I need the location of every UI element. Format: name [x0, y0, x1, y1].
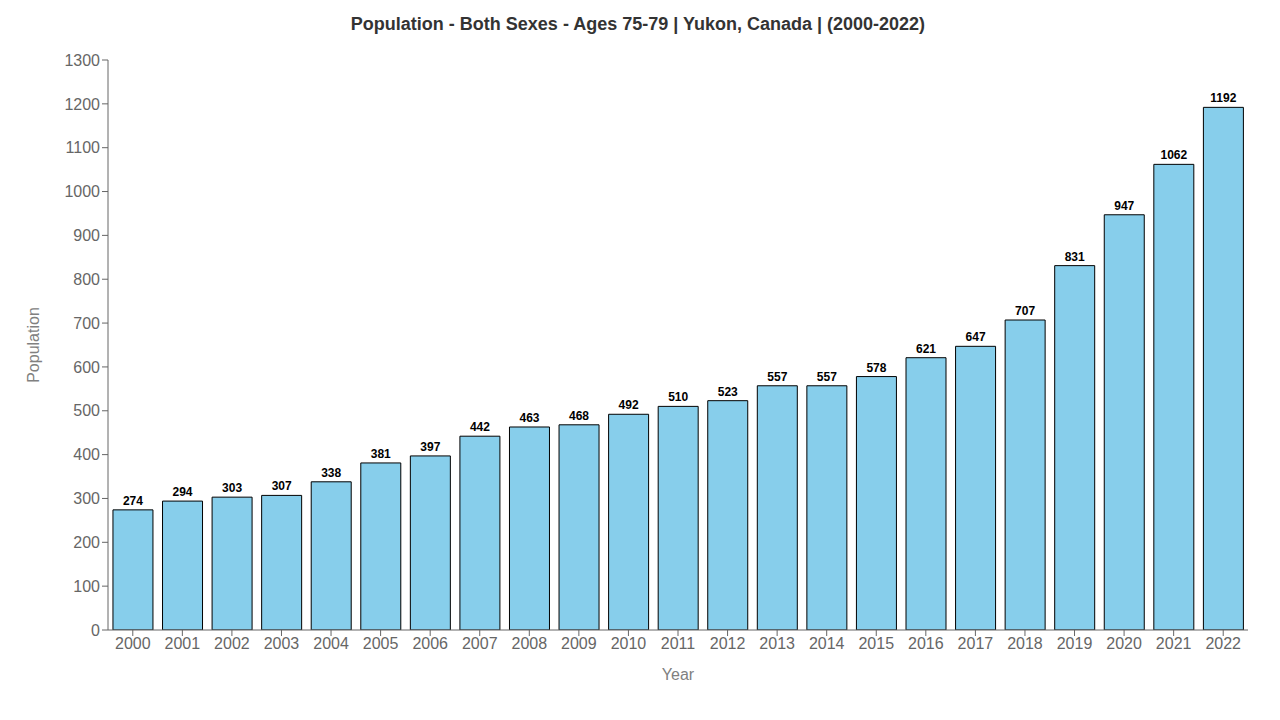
svg-text:468: 468 — [569, 409, 589, 423]
svg-text:2019: 2019 — [1057, 635, 1093, 652]
svg-text:2002: 2002 — [214, 635, 250, 652]
svg-text:800: 800 — [73, 271, 100, 288]
svg-text:338: 338 — [321, 466, 341, 480]
svg-text:2017: 2017 — [958, 635, 994, 652]
svg-text:2000: 2000 — [115, 635, 151, 652]
svg-text:492: 492 — [619, 398, 639, 412]
svg-text:647: 647 — [966, 330, 986, 344]
svg-text:303: 303 — [222, 481, 242, 495]
svg-text:500: 500 — [73, 402, 100, 419]
svg-text:900: 900 — [73, 227, 100, 244]
svg-text:1192: 1192 — [1210, 91, 1236, 105]
svg-text:557: 557 — [817, 370, 837, 384]
svg-text:510: 510 — [668, 390, 688, 404]
svg-text:463: 463 — [519, 411, 539, 425]
svg-text:2014: 2014 — [809, 635, 845, 652]
svg-text:2010: 2010 — [611, 635, 647, 652]
svg-text:1062: 1062 — [1160, 148, 1187, 162]
svg-text:2013: 2013 — [759, 635, 795, 652]
svg-text:2004: 2004 — [313, 635, 349, 652]
svg-text:700: 700 — [73, 315, 100, 332]
svg-text:621: 621 — [916, 342, 936, 356]
svg-text:1300: 1300 — [64, 52, 100, 69]
svg-text:Population: Population — [25, 307, 42, 383]
svg-text:2022: 2022 — [1205, 635, 1241, 652]
svg-text:557: 557 — [767, 370, 787, 384]
svg-text:2008: 2008 — [512, 635, 548, 652]
svg-text:1200: 1200 — [64, 96, 100, 113]
svg-text:2018: 2018 — [1007, 635, 1043, 652]
svg-text:2009: 2009 — [561, 635, 597, 652]
svg-text:2011: 2011 — [661, 635, 696, 652]
svg-text:1100: 1100 — [66, 139, 101, 156]
svg-text:2021: 2021 — [1156, 635, 1192, 652]
svg-text:1000: 1000 — [64, 183, 100, 200]
html-text:Population - Both Sexes - Ages: Population - Both Sexes - Ages 75-79 | Y… — [350, 14, 926, 34]
svg-text:0: 0 — [91, 622, 100, 639]
svg-text:300: 300 — [73, 490, 100, 507]
svg-text:578: 578 — [866, 361, 886, 375]
svg-text:397: 397 — [420, 440, 440, 454]
svg-text:2020: 2020 — [1106, 635, 1142, 652]
svg-text:442: 442 — [470, 420, 490, 434]
svg-text:294: 294 — [173, 485, 193, 499]
svg-text:831: 831 — [1065, 250, 1085, 264]
svg-text:307: 307 — [272, 479, 292, 493]
svg-text:2012: 2012 — [710, 635, 746, 652]
svg-text:2007: 2007 — [462, 635, 498, 652]
svg-text:381: 381 — [371, 447, 391, 461]
svg-text:600: 600 — [73, 359, 100, 376]
svg-text:2015: 2015 — [858, 635, 894, 652]
svg-text:Year: Year — [662, 666, 695, 683]
svg-text:2016: 2016 — [908, 635, 944, 652]
svg-text:707: 707 — [1015, 304, 1035, 318]
svg-text:2003: 2003 — [264, 635, 300, 652]
svg-text:523: 523 — [718, 385, 738, 399]
svg-text:100: 100 — [73, 578, 100, 595]
svg-text:200: 200 — [73, 534, 100, 551]
svg-text:2001: 2001 — [165, 635, 201, 652]
svg-text:947: 947 — [1114, 199, 1134, 213]
svg-text:2005: 2005 — [363, 635, 399, 652]
svg-text:2006: 2006 — [412, 635, 448, 652]
svg-text:400: 400 — [73, 446, 100, 463]
svg-text:274: 274 — [123, 494, 143, 508]
